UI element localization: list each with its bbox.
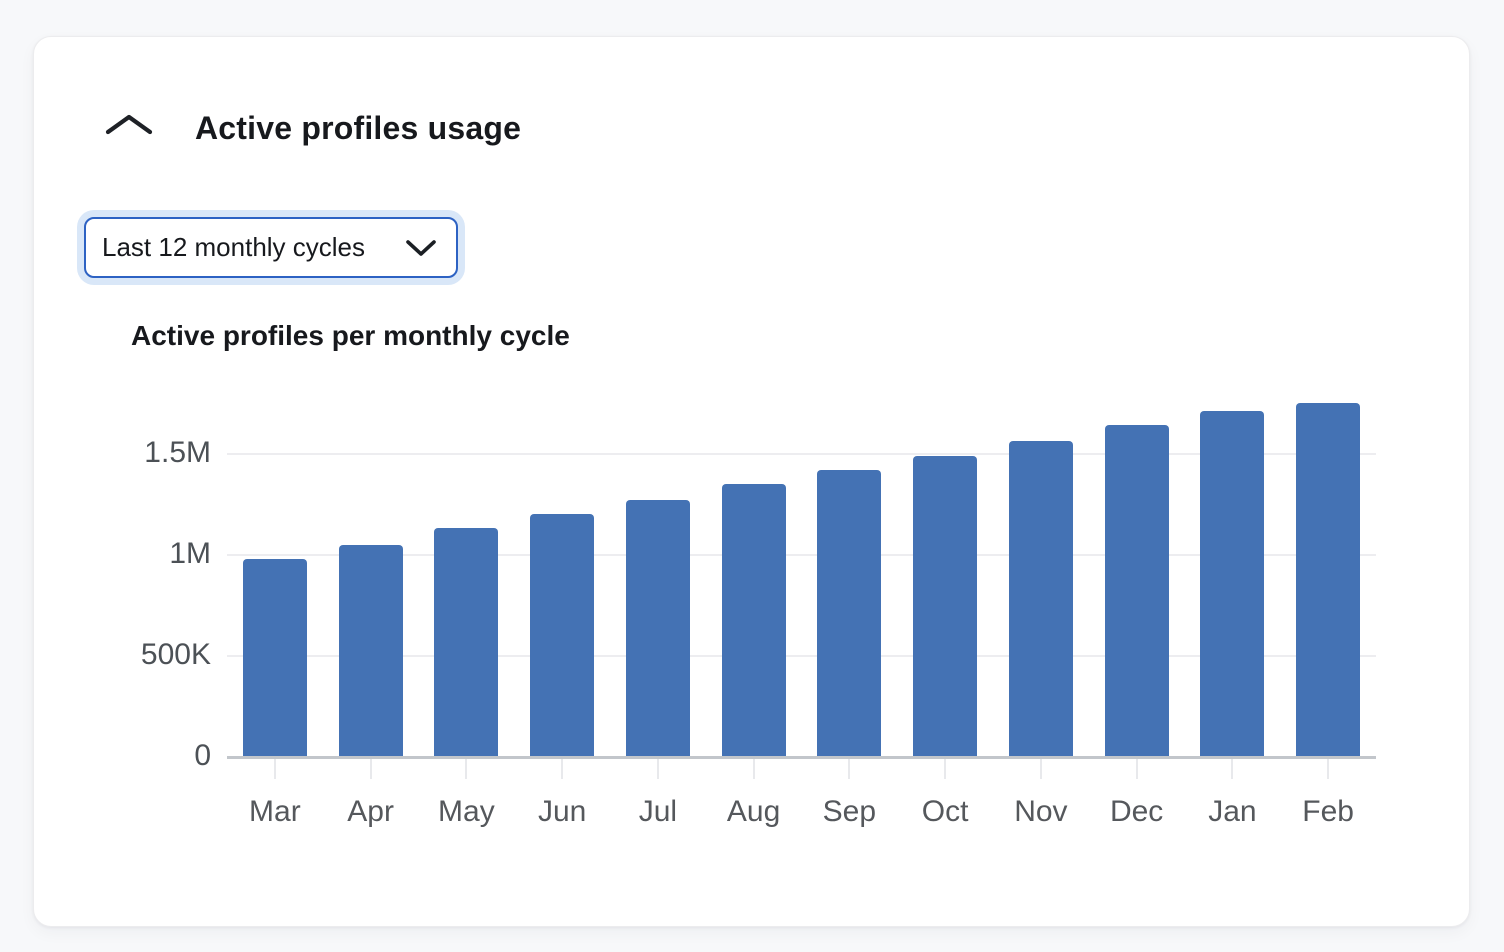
bar-cell-oct <box>897 401 993 757</box>
x-tick-label-aug: Aug <box>726 795 781 828</box>
bar-cell-feb <box>1280 401 1376 757</box>
x-axis-tick <box>752 758 755 779</box>
x-axis-tick <box>1327 758 1330 779</box>
bar-cell-may <box>419 401 515 757</box>
x-tick-label-dec: Dec <box>1109 795 1164 828</box>
x-axis-tick <box>465 758 468 779</box>
x-tick-label-sep: Sep <box>822 795 877 828</box>
bar-may[interactable] <box>434 528 499 757</box>
bar-cell-dec <box>1089 401 1185 757</box>
bar-aug[interactable] <box>721 484 786 757</box>
x-axis-line <box>227 756 1376 759</box>
chevron-up-icon <box>103 111 155 137</box>
bar-cell-sep <box>802 401 898 757</box>
x-tick-label-may: May <box>438 795 495 828</box>
x-axis-ticks <box>227 758 1376 779</box>
y-axis-labels: 0 500K 1M 1.5M <box>91 401 211 770</box>
chart-bars <box>227 401 1376 757</box>
x-axis-tick <box>848 758 851 779</box>
tick-cell-sep <box>802 758 898 779</box>
gridline-500k <box>227 654 1376 657</box>
tick-cell-feb <box>1280 758 1376 779</box>
tick-cell-apr <box>323 758 419 779</box>
tick-cell-jun <box>514 758 610 779</box>
y-tick-label-500k: 500K <box>140 637 211 671</box>
x-tick-label-oct: Oct <box>921 795 969 828</box>
x-axis-tick <box>1135 758 1138 779</box>
period-dropdown-value: Last 12 monthly cycles <box>102 232 366 262</box>
bar-oct[interactable] <box>913 456 978 757</box>
collapse-section-button[interactable] <box>96 101 162 147</box>
y-tick-label-0: 0 <box>194 739 211 772</box>
active-profiles-usage-card: Active profiles usage Last 12 monthly cy… <box>33 36 1470 927</box>
x-tick-label-mar: Mar <box>249 795 301 828</box>
x-axis-tick <box>1231 758 1234 779</box>
x-axis-labels: Mar Apr May Jun Jul Aug Sep Oct Nov Dec Jan Feb <box>227 795 1376 829</box>
bar-jun[interactable] <box>530 514 595 757</box>
tick-cell-jul <box>610 758 706 779</box>
chart-title: Active profiles per monthly cycle <box>131 320 570 351</box>
tick-cell-aug <box>706 758 802 779</box>
x-tick-label-jul: Jul <box>638 795 678 828</box>
bar-nov[interactable] <box>1008 441 1073 757</box>
page-title: Active profiles usage <box>195 110 522 146</box>
chart-gridlines <box>227 401 1376 757</box>
chevron-down-icon <box>404 238 438 258</box>
x-tick-label-jan: Jan <box>1208 795 1257 828</box>
gridline-1.5m <box>227 452 1376 455</box>
tick-cell-may <box>419 758 515 779</box>
tick-cell-jan <box>1185 758 1281 779</box>
x-axis-tick <box>1039 758 1042 779</box>
plot-area <box>227 401 1376 779</box>
y-tick-label-1.5m: 1.5M <box>144 435 211 469</box>
x-tick-label-apr: Apr <box>347 795 394 828</box>
x-axis-tick <box>369 758 372 779</box>
gridline-1m <box>227 553 1376 556</box>
bar-dec[interactable] <box>1104 425 1169 757</box>
y-tick-label-1m: 1M <box>169 536 211 570</box>
bar-feb[interactable] <box>1296 403 1361 757</box>
tick-cell-dec <box>1089 758 1185 779</box>
x-tick-label-nov: Nov <box>1014 795 1068 828</box>
bar-jul[interactable] <box>625 500 690 757</box>
bar-cell-jan <box>1185 401 1281 757</box>
bar-apr[interactable] <box>338 545 403 757</box>
x-tick-label-feb: Feb <box>1302 795 1354 828</box>
bar-cell-apr <box>323 401 419 757</box>
bar-jan[interactable] <box>1200 411 1265 757</box>
x-tick-label-jun: Jun <box>537 795 587 828</box>
bar-cell-jul <box>610 401 706 757</box>
x-axis-tick <box>656 758 659 779</box>
bar-cell-nov <box>993 401 1089 757</box>
x-axis-tick <box>944 758 947 779</box>
bar-mar[interactable] <box>242 559 307 757</box>
bar-sep[interactable] <box>817 470 882 757</box>
tick-cell-oct <box>897 758 993 779</box>
bar-cell-jun <box>514 401 610 757</box>
tick-cell-mar <box>227 758 323 779</box>
x-axis-tick <box>561 758 564 779</box>
bar-cell-aug <box>706 401 802 757</box>
bar-cell-mar <box>227 401 323 757</box>
tick-cell-nov <box>993 758 1089 779</box>
x-axis-tick <box>273 758 276 779</box>
period-dropdown[interactable]: Last 12 monthly cycles <box>84 217 458 278</box>
